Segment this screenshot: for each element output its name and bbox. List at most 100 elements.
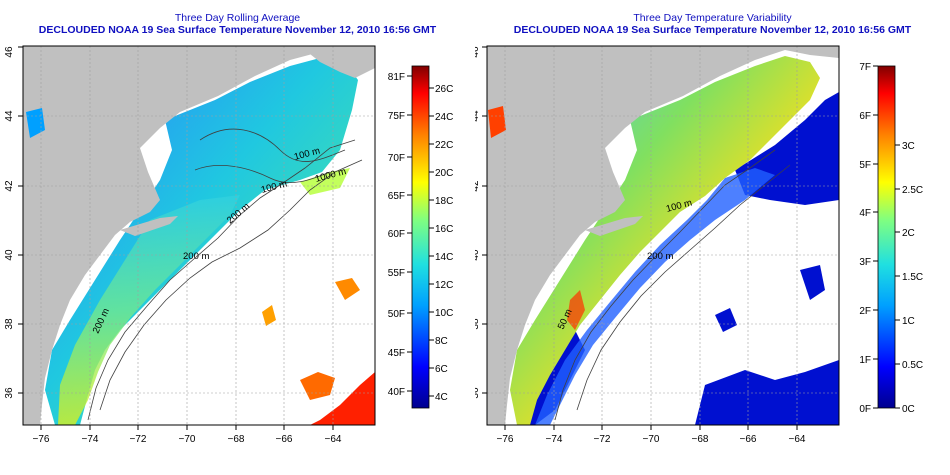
y-tick-label: 36 [4, 387, 15, 399]
colorbar-right-ticks [895, 144, 900, 409]
long-island [120, 216, 178, 236]
x-tick-label: −74 [82, 434, 99, 445]
nova-scotia [300, 46, 375, 78]
colorbar-c-label: 24C [435, 112, 453, 123]
depth-contour [99, 159, 363, 411]
graticule [487, 46, 839, 425]
colorbar-f-label: 55F [388, 268, 405, 279]
colorbar-right-ticks [429, 87, 434, 397]
x-tick-label: −72 [594, 434, 611, 445]
y-tick-label: 42 [4, 180, 15, 192]
rolling-average-map: 100 m 100 m 200 m 1000 m 200 m 200 m −76… [4, 45, 453, 445]
y-tick-label: 40 [4, 249, 15, 261]
x-tick-label: −70 [643, 434, 660, 445]
x-tick-label: −76 [33, 434, 50, 445]
depth-contour [554, 149, 776, 421]
warm-offshore-patch [262, 305, 276, 326]
panel-title: Three Day Temperature Variability [633, 12, 792, 24]
high-variability-band [567, 290, 585, 330]
colorbar-left-ticks [873, 65, 878, 409]
colorbar-f-label: 7F [859, 62, 871, 73]
colorbar-f-label: 3F [859, 257, 871, 268]
y-tick-label: 38 [4, 318, 15, 330]
map-area [23, 46, 375, 425]
colorbar-f-label: 65F [388, 191, 405, 202]
x-tick-label: −66 [276, 434, 293, 445]
y-tick-label: 46 [475, 46, 481, 58]
rolling-average-panel: Three Day Rolling Average DECLOUDED NOAA… [4, 12, 453, 445]
contour-label: 200 m [183, 251, 209, 262]
depth-contour [194, 165, 331, 184]
x-tick-label: −66 [740, 434, 757, 445]
y-ticks [18, 46, 23, 394]
colorbar-left-ticks [407, 75, 412, 392]
colorbar-f-label: 45F [388, 348, 405, 359]
colorbar-f-label: 2F [859, 306, 871, 317]
shelf-warm-water [58, 195, 240, 425]
colorbar-f-label: 70F [388, 153, 405, 164]
colorbar-f-label: 0F [859, 404, 871, 415]
y-tick-label: 44 [475, 110, 481, 122]
colorbar-f-label: 6F [859, 111, 871, 122]
colorbar-c-label: 26C [435, 84, 453, 95]
colorbar-c-label: 2.5C [902, 185, 923, 196]
warm-offshore-patch [335, 278, 360, 300]
warm-offshore-patch [280, 372, 375, 425]
x-tick-label: −70 [179, 434, 196, 445]
y-ticks [482, 46, 487, 394]
colorbar-f-label: 1F [859, 355, 871, 366]
y-tick-label: 44 [4, 110, 15, 122]
map-area [487, 46, 839, 425]
colorbar-c-label: 16C [435, 224, 453, 235]
colorbar-f-label: 5F [859, 160, 871, 171]
colorbar-f-label: 81F [388, 72, 405, 83]
temperature-variability-panel: Three Day Temperature Variability DECLOU… [475, 0, 950, 475]
y-tick-label: 40 [475, 249, 481, 261]
colorbar-c-label: 14C [435, 252, 453, 263]
low-variability-patch [800, 265, 825, 300]
colorbar-c-label: 18C [435, 196, 453, 207]
colorbar-c-label: 0C [902, 404, 915, 415]
colorbar-c-label: 12C [435, 280, 453, 291]
low-variability-patch [715, 308, 737, 332]
colorbar-f-label: 4F [859, 208, 871, 219]
x-tick-label: −64 [325, 434, 342, 445]
colorbar [411, 65, 430, 409]
x-tick-label: −68 [228, 434, 245, 445]
depth-contour [576, 164, 791, 411]
map-frame [486, 45, 840, 426]
temperature-variability-map: 100 m 200 m 50 m −76 −74 −72 −70 −68 −66… [475, 45, 923, 445]
colorbar-c-label: 4C [435, 392, 448, 403]
land-mass [23, 46, 375, 425]
x-tick-label: −68 [692, 434, 709, 445]
colorbar-c-label: 6C [435, 364, 448, 375]
great-lakes-variability [488, 106, 506, 138]
colorbar-c-label: 8C [435, 336, 448, 347]
x-tick-label: −76 [497, 434, 514, 445]
colorbar-f-label: 60F [388, 229, 405, 240]
colorbar-f-label: 50F [388, 309, 405, 320]
y-tick-label: 42 [475, 180, 481, 192]
panel-title: Three Day Rolling Average [174, 12, 301, 24]
colorbar-c-label: 1.5C [902, 272, 923, 283]
colorbar-c-label: 10C [435, 308, 453, 319]
land-mass [487, 46, 839, 425]
panel-subtitle: DECLOUDED NOAA 19 Sea Surface Temperatur… [513, 24, 912, 36]
colorbar-f-label: 40F [388, 387, 405, 398]
x-ticks [504, 425, 798, 430]
map-frame [22, 45, 376, 426]
colorbar-f-label: 75F [388, 111, 405, 122]
colorbar-c-label: 2C [902, 228, 915, 239]
colorbar-c-label: 20C [435, 168, 453, 179]
colorbar-c-label: 3C [902, 141, 915, 152]
depth-contour [199, 128, 346, 162]
colorbar-c-label: 1C [902, 316, 915, 327]
y-tick-label: 38 [475, 318, 481, 330]
y-tick-label: 36 [475, 387, 481, 399]
depth-contour [87, 139, 356, 421]
graticule [23, 46, 375, 425]
colorbar [877, 65, 896, 409]
colorbar-c-label: 0.5C [902, 360, 923, 371]
great-lakes-water [26, 108, 45, 138]
panel-subtitle: DECLOUDED NOAA 19 Sea Surface Temperatur… [38, 24, 437, 36]
